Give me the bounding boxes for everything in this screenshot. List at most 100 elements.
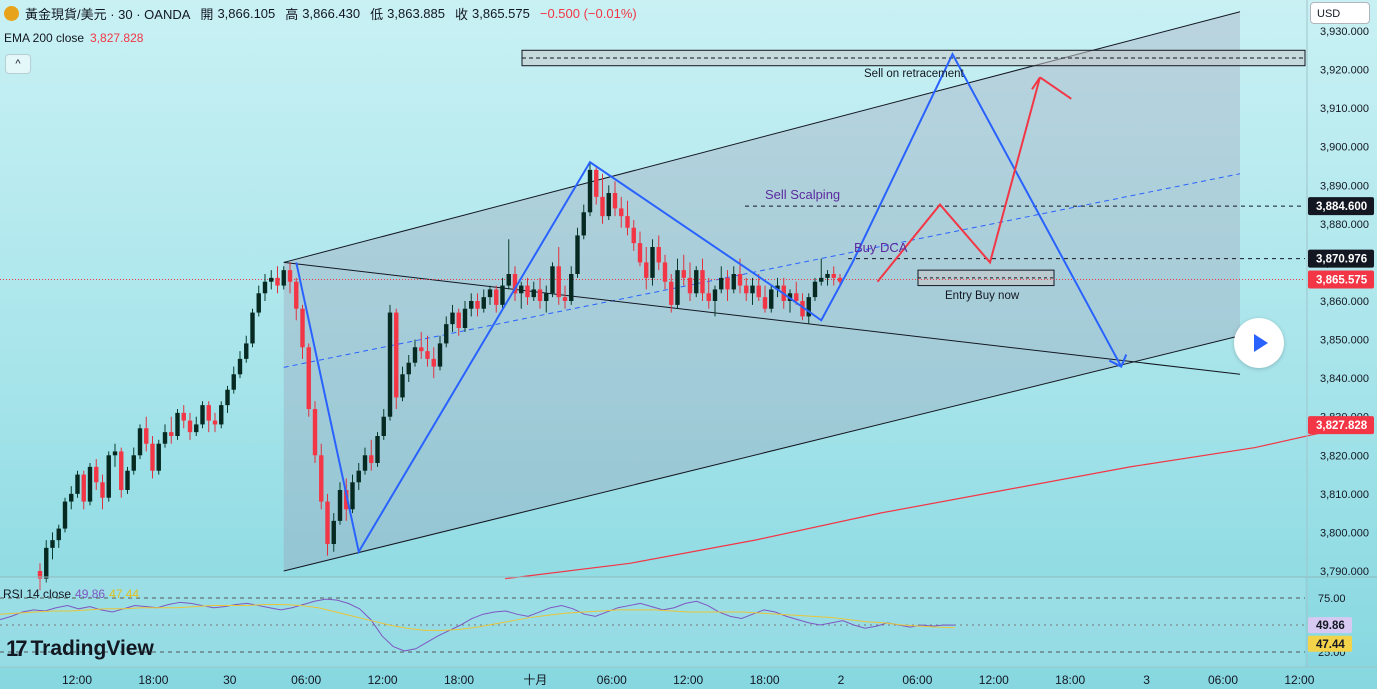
channel-mid-line: [283, 173, 1241, 368]
price-tick-label: 3,840.000: [1320, 373, 1369, 385]
candle-body: [287, 270, 293, 282]
candle-body: [175, 412, 180, 436]
candle-body: [350, 482, 355, 510]
candle-body: [644, 262, 649, 278]
play-button[interactable]: [1234, 318, 1284, 368]
high-label: 高: [285, 7, 299, 22]
candle-body: [306, 347, 311, 409]
currency-selector[interactable]: USD: [1310, 2, 1370, 24]
open-value: 3,866.105: [217, 6, 276, 21]
candle-body: [337, 490, 343, 521]
candle-body: [619, 208, 624, 217]
zigzag-arrowhead: [1108, 354, 1128, 368]
candle-body: [569, 274, 574, 301]
candle-body: [656, 247, 661, 263]
candle-body: [225, 389, 230, 406]
candle-body: [475, 301, 480, 309]
rsi-ma-badge-label: 47.44: [1316, 639, 1345, 651]
candle-body: [37, 571, 43, 579]
sell-retracement-label: Sell on retracement: [864, 68, 965, 80]
candle-body: [200, 405, 205, 425]
rsi-pane: [0, 577, 1305, 667]
red-arrowhead: [1031, 76, 1041, 90]
candle-body: [94, 466, 99, 483]
candle-body: [650, 247, 655, 278]
candle-body: [231, 374, 236, 390]
candle-body: [494, 289, 499, 305]
price-tick-label: 3,900.000: [1320, 142, 1369, 154]
candle-body: [750, 285, 755, 294]
price-tick-label: 3,930.000: [1320, 26, 1369, 38]
time-tick-label: 06:00: [902, 673, 932, 687]
channel-lower-line: [283, 335, 1241, 572]
candle-body: [125, 470, 130, 490]
price-tick-label: 3,790.000: [1320, 566, 1369, 578]
candle-body: [531, 289, 536, 298]
low-label: 低: [370, 7, 384, 22]
time-tick-label: 12:00: [979, 673, 1009, 687]
rsi-legend[interactable]: RSI 14 close 49.86 47.44: [3, 587, 139, 601]
red-arrowhead: [1039, 76, 1072, 100]
rsi-tick-label: 75.00: [1318, 593, 1346, 605]
candle-body: [431, 358, 436, 367]
candle-body: [144, 428, 149, 444]
candle-body: [181, 412, 186, 421]
price-tick-label: 3,910.000: [1320, 103, 1369, 115]
candle-body: [400, 374, 405, 398]
price-badge: [1308, 197, 1374, 216]
down-trendline: [283, 261, 1241, 375]
candle-body: [244, 343, 249, 359]
price-tick-label: 3,890.000: [1320, 180, 1369, 192]
price-badge: [1308, 249, 1374, 268]
candle-body: [156, 443, 161, 471]
candle-body: [106, 455, 111, 498]
candle-body: [550, 266, 555, 294]
price-tick-label: 3,860.000: [1320, 296, 1369, 308]
zigzag-projection: [295, 51, 1123, 555]
candle-body: [325, 501, 330, 544]
candle-body: [256, 293, 261, 313]
candle-body: [450, 312, 455, 325]
candle-body: [331, 520, 336, 544]
candle-body: [444, 324, 449, 344]
candle-body: [725, 277, 730, 290]
time-tick-label: 3: [1143, 673, 1150, 687]
tradingview-logo[interactable]: 17 TradingView: [6, 636, 154, 662]
candle-body: [62, 501, 68, 529]
chevron-up-icon[interactable]: ^: [5, 54, 31, 74]
candle-body: [312, 409, 318, 456]
time-tick-label: 十月: [523, 673, 547, 687]
candle-body: [206, 405, 211, 421]
candle-body: [700, 270, 705, 294]
sell-scalping-label: Sell Scalping: [765, 187, 840, 202]
candle-body: [300, 308, 305, 348]
price-badge: [1308, 416, 1374, 435]
candle-body: [706, 293, 711, 301]
time-tick-label: 06:00: [597, 673, 627, 687]
ema-legend[interactable]: EMA 200 close 3,827.828: [4, 31, 143, 45]
candle-body: [119, 451, 124, 490]
candle-body: [825, 274, 830, 278]
rsi-ma-badge: [1308, 635, 1352, 652]
price-badge-label: 3,865.575: [1316, 274, 1368, 286]
candle-body: [756, 285, 761, 298]
close-label: 收: [455, 7, 469, 22]
price-badge: [1308, 270, 1374, 289]
candle-body: [662, 262, 668, 282]
rsi-label: RSI 14 close: [3, 587, 72, 601]
candle-body: [694, 270, 699, 294]
candle-body: [556, 266, 561, 298]
tradingview-logo-icon: 17: [6, 636, 28, 661]
candle-body: [425, 351, 430, 359]
price-tick-label: 3,820.000: [1320, 450, 1369, 462]
time-tick-label: 30: [223, 673, 237, 687]
candle-body: [481, 297, 486, 309]
price-badge-label: 3,870.976: [1316, 254, 1367, 266]
price-tick-label: 3,850.000: [1320, 335, 1369, 347]
candle-body: [612, 193, 618, 209]
candle-body: [562, 297, 568, 301]
candle-body: [487, 289, 493, 298]
candle-body: [419, 347, 424, 352]
symbol-title[interactable]: 黃金現貨/美元 · 30 · OANDA: [25, 7, 191, 22]
